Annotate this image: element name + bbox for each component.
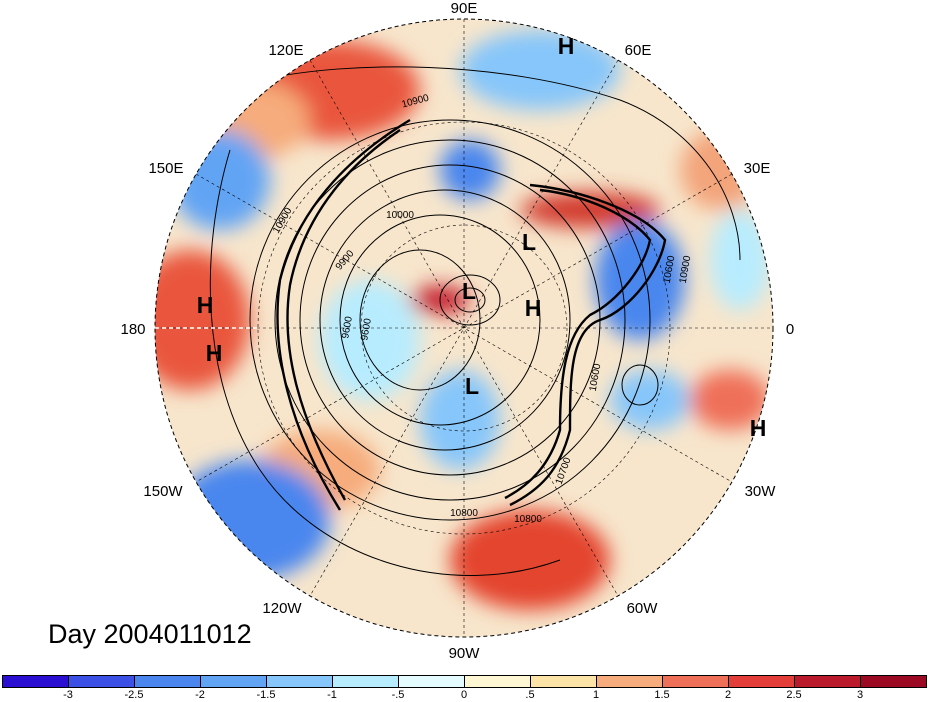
contour-label: 10600 <box>588 362 604 392</box>
colorbar-tick-label: 1.5 <box>654 689 670 701</box>
colorbar-tick-label: 2 <box>724 689 732 701</box>
lon-label-180: 180 <box>120 321 145 338</box>
contour-labels: 10900 10900 10000 9900 9600 9600 10600 1… <box>271 93 693 525</box>
contour-label: 10900 <box>678 254 694 284</box>
colorbar-swatch <box>860 675 927 688</box>
colorbar-swatch <box>596 675 663 688</box>
low-marker: L <box>462 278 476 304</box>
lon-label-0: 0 <box>786 321 794 338</box>
lon-label-90e: 90E <box>451 0 478 17</box>
anomaly-field <box>155 19 773 637</box>
colorbar-swatch <box>464 675 531 688</box>
contour-label: 10600 <box>662 254 678 284</box>
contour-label: 9600 <box>340 315 355 339</box>
lon-label-120e: 120E <box>268 42 303 59</box>
longitude-labels: 90E 60E 30E 0 30W 60W 90W 120W 150W 180 … <box>120 0 794 662</box>
colorbar-swatch <box>728 675 795 688</box>
lon-label-150e: 150E <box>148 160 183 177</box>
colorbar-swatch <box>794 675 861 688</box>
low-marker: L <box>465 373 479 399</box>
lon-label-120w: 120W <box>262 600 302 617</box>
height-contours <box>209 66 741 576</box>
lon-label-90w: 90W <box>449 645 481 662</box>
contour-label: 10800 <box>450 508 478 519</box>
lon-label-60w: 60W <box>627 600 659 617</box>
colorbar-swatch <box>398 675 465 688</box>
plot-title: Day 2004011012 <box>48 619 252 649</box>
colorbar-tick-label: -2 <box>195 689 205 701</box>
high-marker: H <box>558 33 575 59</box>
colorbar-tick-label: 1 <box>592 689 600 701</box>
colorbar-swatch <box>266 675 333 688</box>
pressure-centers: H H H L L H L H <box>197 33 767 441</box>
colorbar-swatch <box>68 675 135 688</box>
high-marker: H <box>206 340 223 366</box>
colorbar-tick-label: -.5 <box>391 689 405 701</box>
colorbar-tick-label: -2.5 <box>124 689 144 701</box>
map-boundary <box>154 18 774 638</box>
colorbar-swatch <box>332 675 399 688</box>
colorbar-tick-label: -1.5 <box>256 689 276 701</box>
lon-label-30w: 30W <box>745 483 777 500</box>
contour-label: 9600 <box>359 317 374 341</box>
colorbar-swatch <box>134 675 201 688</box>
colorbar-tick-label: 3 <box>856 689 864 701</box>
lon-label-30e: 30E <box>744 160 771 177</box>
colorbar-tick-label: 0 <box>460 689 468 701</box>
colorbar: -3 -2.5 -2 -1.5 -1 -.5 0 .5 1 1.5 2 2.5 3 <box>0 674 928 702</box>
colorbar-tick-label: .5 <box>525 689 535 701</box>
colorbar-swatch <box>662 675 729 688</box>
colorbar-swatch <box>530 675 597 688</box>
contour-label: 10800 <box>514 514 542 525</box>
contour-label: 10000 <box>386 210 414 221</box>
latitude-circles <box>155 19 773 637</box>
lon-label-60e: 60E <box>625 42 652 59</box>
colorbar-tick-label: -3 <box>63 689 73 701</box>
high-marker: H <box>750 415 767 441</box>
polar-map: 90E 60E 30E 0 30W 60W 90W 120W 150W 180 … <box>120 0 794 662</box>
high-marker: H <box>197 292 214 318</box>
high-marker: H <box>525 295 542 321</box>
colorbar-tick-label: -1 <box>327 689 337 701</box>
colorbar-swatch <box>200 675 267 688</box>
lon-label-150w: 150W <box>143 483 183 500</box>
colorbar-swatch <box>2 675 69 688</box>
colorbar-tick-label: 2.5 <box>786 689 802 701</box>
low-marker: L <box>522 229 536 255</box>
